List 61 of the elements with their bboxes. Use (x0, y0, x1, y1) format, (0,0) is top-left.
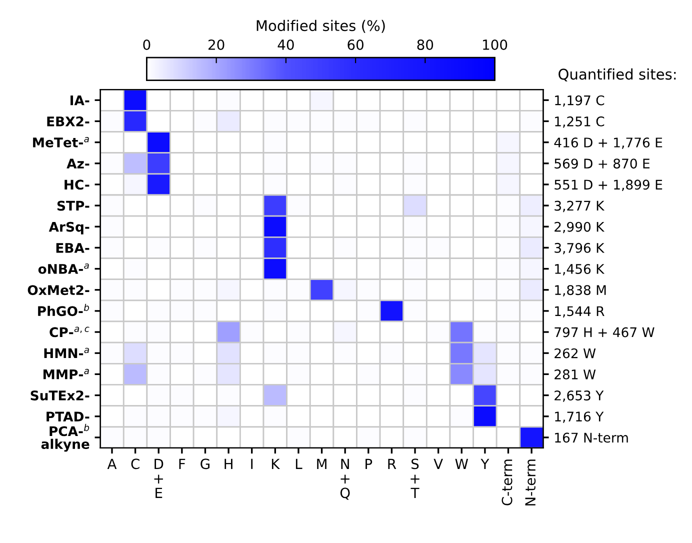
color-bar-title: Modified sites (%) (256, 20, 385, 33)
y2-tick-label: 1,456 K (555, 264, 605, 276)
x-tick-label: I (251, 458, 253, 469)
y-tick-label: OxMet2- (28, 285, 90, 296)
y-tick-label: MeTet-$^{a}$ (33, 137, 89, 148)
x-tick-label: F (179, 458, 186, 469)
y2-tick-label: 1,251 C (555, 116, 604, 128)
y-tick-label: PhGO-$^{b}$ (38, 304, 90, 316)
y2-tick-label: 551 D + 1,899 E (554, 180, 662, 192)
x-tick-label: V (434, 458, 443, 469)
x-tick-label: S + T (410, 458, 420, 498)
y2-tick-label: 1,544 R (555, 306, 604, 318)
y-tick-label: PTAD- (46, 412, 90, 422)
x-tick-label: Y (480, 458, 490, 469)
y-tick-label: EBA- (56, 243, 90, 253)
y-tick-label: HC- (64, 180, 90, 190)
y-tick-label: STP- (57, 200, 90, 211)
y-tick-label: oNBA-$^{a}$ (38, 264, 89, 274)
y-tick-label: PCA-$^{b}$ alkyne (41, 424, 90, 452)
y-tick-label: MMP-$^{a}$ (44, 368, 89, 380)
y2-tick-label: 569 D + 870 E (554, 158, 650, 169)
y-tick-label: SuTEx2- (30, 390, 90, 400)
color-bar-label: 0 (143, 40, 150, 50)
y-tick-label: EBX2- (47, 116, 90, 126)
y2-tick-label: 3,796 K (554, 242, 605, 254)
color-bar-label: 60 (348, 40, 364, 50)
x-tick-label: K (272, 458, 280, 469)
x-tick-label: L (296, 458, 302, 469)
y2-tick-label: 262 W (554, 348, 596, 358)
y-tick-label: IA- (70, 96, 90, 106)
x-tick-label: N + Q (340, 458, 350, 500)
y2-tick-label: 3,277 K (554, 200, 605, 212)
x-tick-label: H (224, 458, 232, 469)
x-tick-label: C (131, 458, 140, 470)
y-tick-label: ArSq- (48, 222, 90, 234)
y-tick-label: CP-$^{a,c}$ (50, 326, 90, 338)
text: Quantified sites: (558, 68, 676, 82)
y-tick-label: Az- (66, 158, 90, 168)
color-bar-label: 40 (278, 40, 294, 50)
x-tick-label: N-term (525, 460, 536, 506)
x-tick-label: D + E (154, 458, 164, 498)
y2-tick-label: 167 N-term (555, 432, 628, 443)
y2-tick-label: 416 D + 1,776 E (554, 138, 662, 149)
color-bar-label: 100 (483, 40, 508, 50)
y2-tick-label: 2,653 Y (554, 390, 604, 402)
x-tick-label: G (200, 458, 210, 470)
y2-tick-label: 1,716 Y (555, 412, 604, 423)
color-bar-label: 20 (208, 40, 224, 50)
x-tick-label: R (388, 458, 396, 469)
x-tick-label: C-term (502, 460, 512, 506)
y2-tick-label: 2,990 K (554, 222, 605, 234)
y2-tick-label: 281 W (554, 369, 596, 380)
x-tick-label: W (455, 458, 468, 469)
y2-tick-label: 797 H + 467 W (554, 327, 654, 338)
x-tick-label: P (366, 458, 372, 469)
color-bar-label: 80 (417, 40, 434, 50)
x-tick-label: A (107, 458, 117, 469)
y2-tick-label: 1,197 C (555, 95, 604, 107)
x-tick-label: M (317, 458, 326, 469)
y2-tick-label: 1,838 M (555, 285, 606, 296)
y-tick-label: HMN-$^{a}$ (44, 348, 89, 358)
